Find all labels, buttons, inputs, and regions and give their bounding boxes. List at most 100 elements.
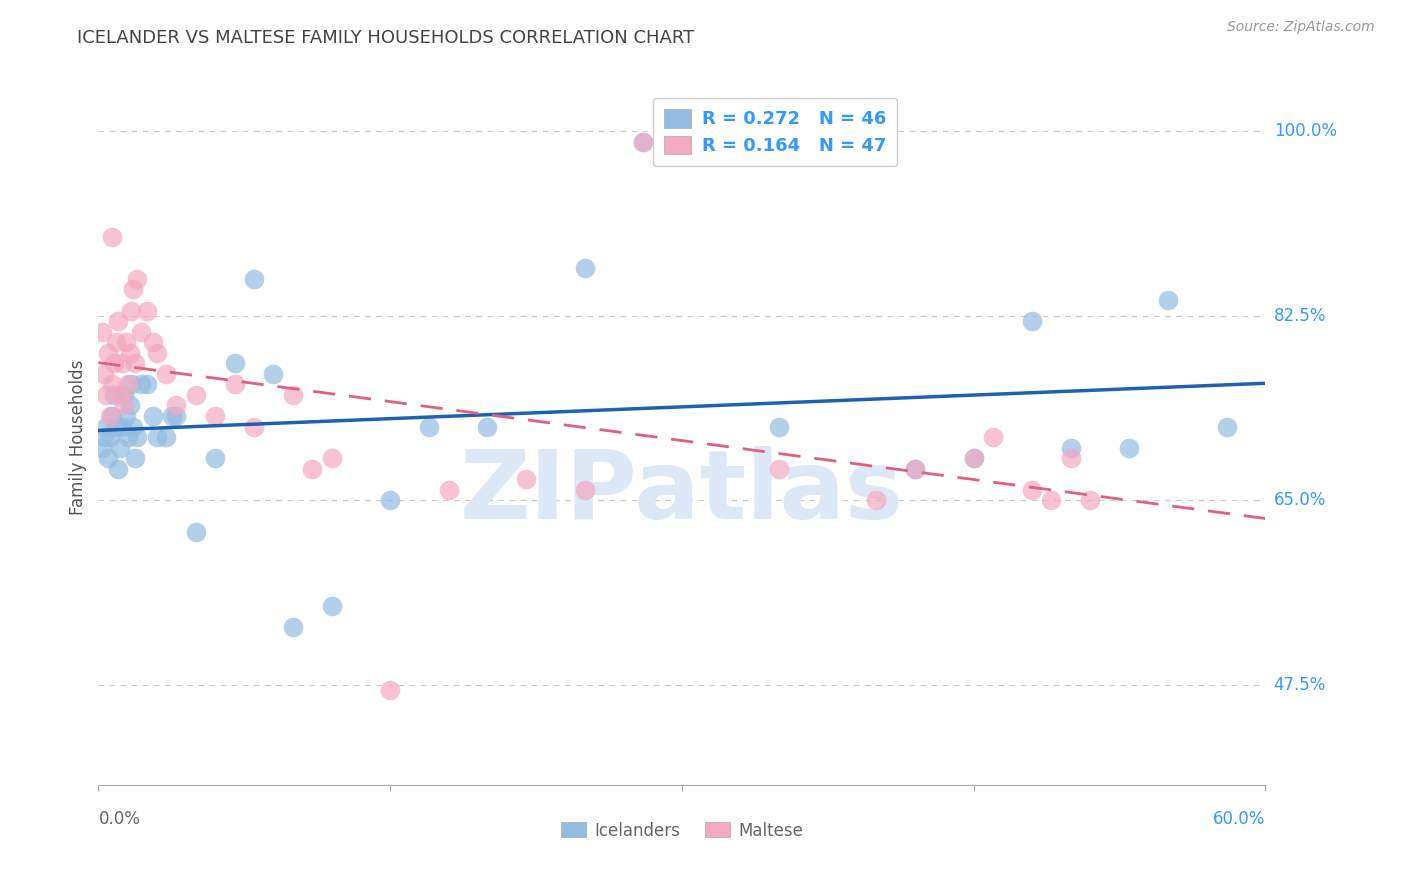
Point bbox=[204, 451, 226, 466]
Point bbox=[1118, 441, 1140, 455]
Text: 100.0%: 100.0% bbox=[1274, 122, 1337, 140]
Point bbox=[142, 409, 165, 423]
Point bbox=[117, 377, 139, 392]
Point bbox=[380, 493, 402, 508]
Point bbox=[112, 388, 135, 402]
Point bbox=[155, 367, 177, 381]
Point bbox=[91, 441, 114, 455]
Point bbox=[184, 388, 207, 402]
Point bbox=[124, 356, 146, 370]
Point bbox=[574, 483, 596, 497]
Point bbox=[108, 388, 131, 402]
Point bbox=[224, 356, 246, 370]
Point bbox=[281, 388, 304, 402]
Point bbox=[107, 461, 129, 475]
Point bbox=[262, 367, 284, 381]
Point bbox=[418, 419, 440, 434]
Point bbox=[104, 419, 127, 434]
Point bbox=[165, 409, 187, 423]
Point bbox=[768, 461, 790, 475]
Point bbox=[104, 335, 127, 350]
Point bbox=[1021, 483, 1043, 497]
Text: 0.0%: 0.0% bbox=[98, 810, 141, 828]
Point bbox=[108, 441, 131, 455]
Point bbox=[1040, 493, 1063, 508]
Point bbox=[204, 409, 226, 423]
Point bbox=[165, 399, 187, 413]
Point bbox=[97, 451, 120, 466]
Point bbox=[1021, 314, 1043, 328]
Point bbox=[101, 377, 124, 392]
Point bbox=[1060, 441, 1083, 455]
Point bbox=[103, 356, 125, 370]
Point bbox=[301, 461, 323, 475]
Point bbox=[1080, 493, 1102, 508]
Point bbox=[114, 335, 136, 350]
Text: ZIPatlas: ZIPatlas bbox=[460, 446, 904, 540]
Text: 60.0%: 60.0% bbox=[1213, 810, 1265, 828]
Point bbox=[118, 399, 141, 413]
Point bbox=[97, 345, 120, 359]
Point bbox=[631, 135, 654, 149]
Point bbox=[574, 261, 596, 276]
Point bbox=[146, 345, 169, 359]
Point bbox=[380, 683, 402, 698]
Point bbox=[1157, 293, 1180, 307]
Point bbox=[1215, 419, 1237, 434]
Point bbox=[768, 419, 790, 434]
Point bbox=[91, 325, 114, 339]
Point bbox=[904, 461, 927, 475]
Point bbox=[118, 345, 141, 359]
Point bbox=[981, 430, 1004, 444]
Point bbox=[437, 483, 460, 497]
Point bbox=[477, 419, 499, 434]
Text: Source: ZipAtlas.com: Source: ZipAtlas.com bbox=[1227, 20, 1375, 34]
Point bbox=[114, 409, 136, 423]
Point bbox=[93, 430, 115, 444]
Point bbox=[127, 272, 149, 286]
Point bbox=[1060, 451, 1083, 466]
Point bbox=[865, 493, 887, 508]
Text: 65.0%: 65.0% bbox=[1274, 491, 1326, 509]
Text: ICELANDER VS MALTESE FAMILY HOUSEHOLDS CORRELATION CHART: ICELANDER VS MALTESE FAMILY HOUSEHOLDS C… bbox=[77, 29, 695, 46]
Point bbox=[136, 377, 159, 392]
Point bbox=[162, 409, 184, 423]
Legend: Icelanders, Maltese: Icelanders, Maltese bbox=[554, 815, 810, 847]
Point bbox=[146, 430, 169, 444]
Point bbox=[184, 524, 207, 539]
Point bbox=[962, 451, 984, 466]
Point bbox=[124, 451, 146, 466]
Text: 47.5%: 47.5% bbox=[1274, 676, 1326, 694]
Point bbox=[96, 388, 118, 402]
Point bbox=[127, 430, 149, 444]
Point bbox=[515, 472, 537, 486]
Point bbox=[98, 409, 121, 423]
Point bbox=[142, 335, 165, 350]
Point bbox=[243, 272, 266, 286]
Point bbox=[155, 430, 177, 444]
Point bbox=[117, 430, 139, 444]
Point bbox=[103, 388, 125, 402]
Point bbox=[93, 367, 115, 381]
Point bbox=[122, 283, 145, 297]
Point bbox=[631, 135, 654, 149]
Point bbox=[904, 461, 927, 475]
Point bbox=[112, 399, 135, 413]
Point bbox=[96, 419, 118, 434]
Point bbox=[121, 377, 143, 392]
Point bbox=[121, 303, 143, 318]
Point bbox=[281, 620, 304, 634]
Point bbox=[122, 419, 145, 434]
Point bbox=[111, 356, 134, 370]
Point bbox=[129, 325, 152, 339]
Point bbox=[136, 303, 159, 318]
Point bbox=[111, 419, 134, 434]
Point bbox=[129, 377, 152, 392]
Point bbox=[101, 229, 124, 244]
Point bbox=[321, 599, 343, 613]
Point bbox=[224, 377, 246, 392]
Point bbox=[107, 314, 129, 328]
Point bbox=[243, 419, 266, 434]
Text: 82.5%: 82.5% bbox=[1274, 307, 1326, 325]
Point bbox=[101, 409, 124, 423]
